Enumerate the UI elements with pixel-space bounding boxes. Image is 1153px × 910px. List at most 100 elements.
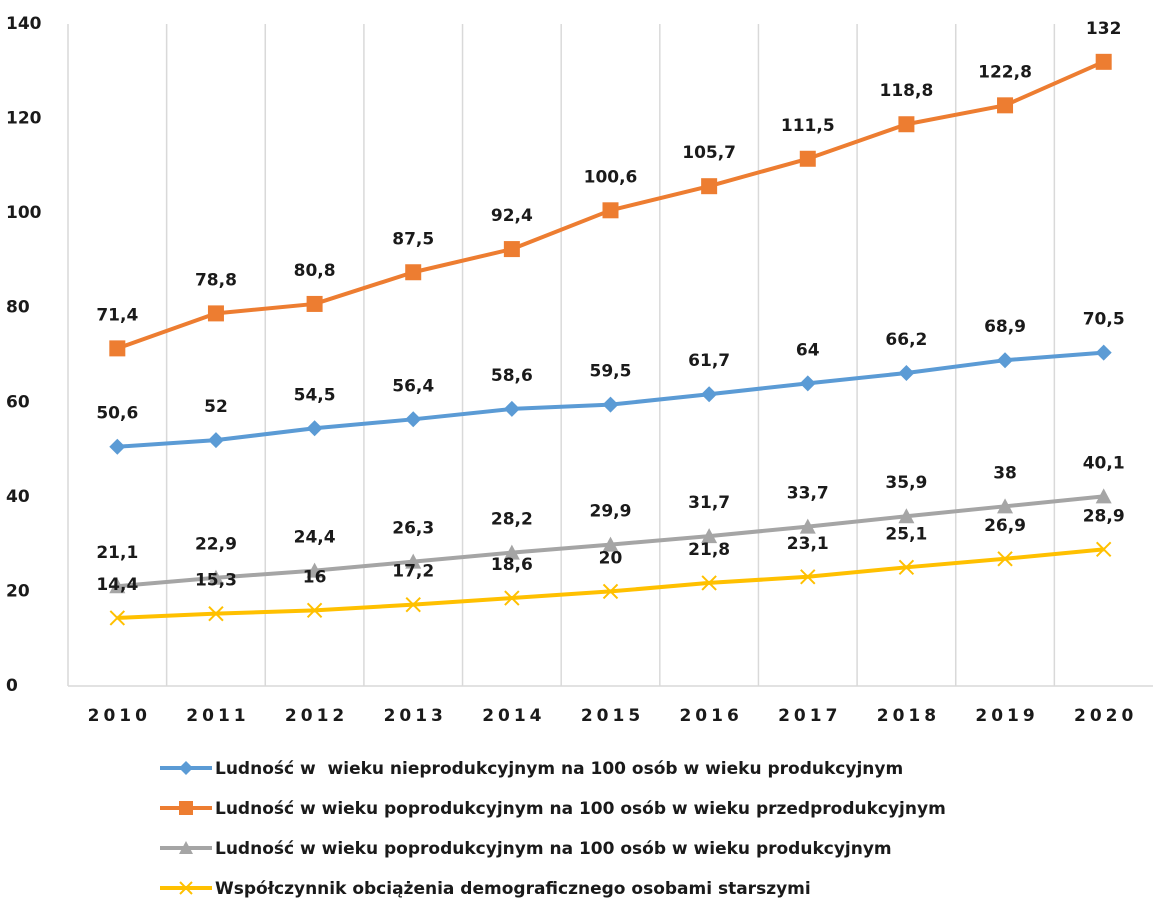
data-point	[109, 340, 126, 357]
y-tick-label: 80	[6, 298, 30, 318]
x-tick-label: 2013	[384, 706, 447, 726]
legend-marker	[179, 801, 193, 815]
data-point	[997, 97, 1014, 114]
data-label: 24,4	[294, 528, 336, 548]
data-label: 25,1	[885, 524, 927, 544]
data-point	[701, 386, 718, 403]
data-point	[504, 590, 520, 606]
data-point	[306, 295, 323, 312]
data-label: 28,2	[491, 510, 533, 530]
data-label: 100,6	[584, 167, 638, 187]
data-label: 14,4	[96, 575, 138, 595]
data-point	[898, 364, 915, 381]
data-label: 87,5	[392, 229, 434, 249]
data-label: 56,4	[392, 376, 434, 396]
x-tick-label: 2012	[285, 706, 348, 726]
data-label: 21,1	[96, 543, 138, 563]
data-point	[207, 305, 224, 322]
data-label: 78,8	[195, 270, 237, 290]
data-label: 105,7	[682, 143, 736, 163]
legend-marker	[179, 761, 193, 775]
data-label: 40,1	[1083, 453, 1125, 473]
legend-label: Ludność w wieku nieprodukcyjnym na 100 o…	[215, 759, 903, 779]
data-label: 26,9	[984, 516, 1026, 536]
data-point	[207, 432, 224, 449]
data-point	[898, 559, 915, 576]
data-label: 71,4	[96, 305, 138, 325]
y-tick-label: 60	[6, 392, 30, 412]
data-label: 38	[993, 463, 1017, 483]
x-tick-label: 2016	[679, 706, 742, 726]
y-tick-label: 40	[6, 487, 30, 507]
data-point	[800, 569, 816, 585]
data-point	[109, 578, 126, 594]
data-point	[997, 498, 1014, 514]
data-label: 52	[204, 397, 228, 417]
data-point	[799, 150, 816, 167]
x-tick-label: 2015	[581, 706, 644, 726]
data-label: 26,3	[392, 519, 434, 539]
data-point	[503, 241, 520, 258]
data-label: 92,4	[491, 206, 533, 226]
data-label: 66,2	[885, 330, 927, 350]
data-label: 50,6	[96, 404, 138, 424]
data-point	[799, 375, 816, 392]
y-tick-label: 140	[6, 14, 42, 34]
legend-marker	[179, 881, 193, 895]
legend-label: Ludność w wieku poprodukcyjnym na 100 os…	[215, 799, 946, 819]
data-point	[306, 562, 323, 578]
data-point	[109, 610, 126, 626]
data-label: 22,9	[195, 535, 237, 555]
data-label: 35,9	[885, 473, 927, 493]
x-tick-label: 2018	[877, 706, 940, 726]
data-label: 59,5	[590, 362, 632, 382]
data-label: 132	[1086, 19, 1122, 39]
data-point	[602, 536, 619, 552]
data-point	[405, 411, 422, 428]
y-tick-label: 120	[6, 109, 42, 129]
data-point	[405, 596, 421, 613]
y-tick-label: 100	[6, 203, 42, 223]
data-point	[1095, 488, 1112, 504]
data-point	[799, 518, 816, 534]
data-label: 18,6	[491, 555, 533, 575]
y-tick-label: 20	[6, 581, 30, 601]
x-tick-label: 2014	[482, 706, 545, 726]
data-label: 70,5	[1083, 310, 1125, 330]
data-label: 54,5	[294, 385, 336, 405]
data-label: 23,1	[787, 534, 829, 554]
data-point	[306, 602, 323, 619]
data-label: 33,7	[787, 484, 829, 504]
data-point	[898, 508, 915, 524]
data-label: 111,5	[781, 116, 835, 136]
data-point	[109, 438, 126, 455]
data-point	[1095, 541, 1112, 558]
data-label: 15,3	[195, 571, 237, 591]
data-label: 28,9	[1083, 506, 1125, 526]
data-point	[602, 396, 619, 413]
data-point	[207, 569, 224, 585]
x-tick-label: 2019	[975, 706, 1038, 726]
data-label: 21,8	[688, 540, 730, 560]
data-point	[405, 264, 422, 281]
data-label: 61,7	[688, 351, 730, 371]
data-point	[503, 400, 520, 417]
data-point	[602, 583, 619, 600]
data-point	[997, 352, 1014, 369]
data-point	[208, 605, 224, 622]
x-tick-label: 2020	[1074, 706, 1137, 726]
data-label: 122,8	[978, 62, 1032, 82]
data-point	[701, 178, 718, 195]
data-point	[405, 553, 422, 569]
legend-marker	[179, 841, 193, 854]
x-tick-label: 2010	[88, 706, 151, 726]
data-label: 64	[796, 340, 820, 360]
y-tick-label: 0	[6, 676, 18, 696]
data-point	[898, 116, 915, 133]
data-point	[997, 551, 1013, 567]
data-label: 58,6	[491, 366, 533, 386]
data-label: 118,8	[880, 81, 934, 101]
legend-label: Ludność w wieku poprodukcyjnym na 100 os…	[215, 839, 892, 859]
data-label: 17,2	[392, 562, 434, 582]
